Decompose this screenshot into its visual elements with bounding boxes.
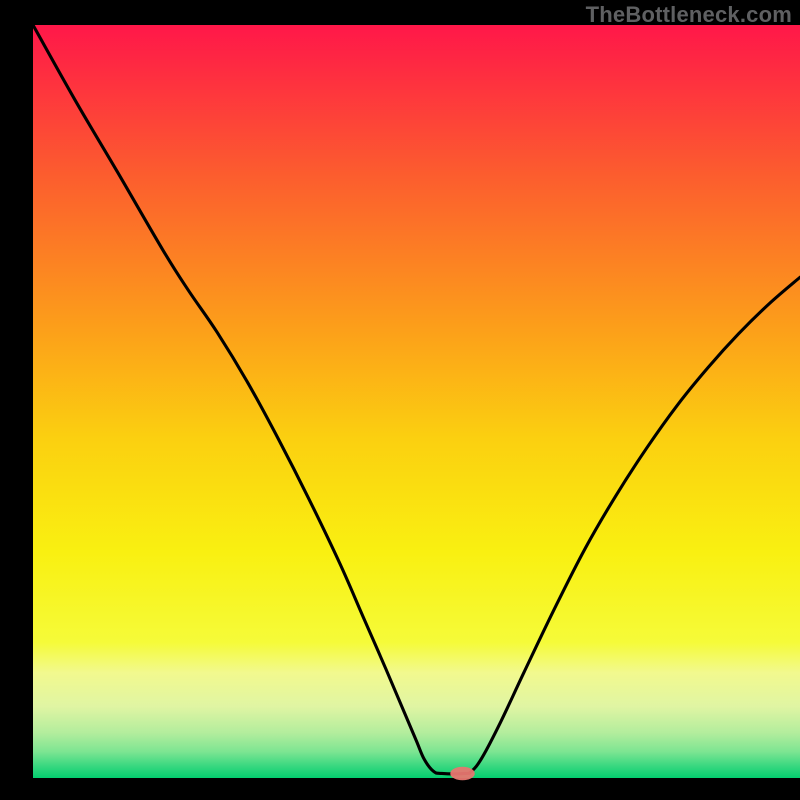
minimum-marker [450, 767, 475, 781]
plot-background [33, 25, 800, 778]
watermark-label: TheBottleneck.com [586, 2, 792, 28]
chart-stage: TheBottleneck.com [0, 0, 800, 800]
bottleneck-chart-svg [0, 0, 800, 800]
